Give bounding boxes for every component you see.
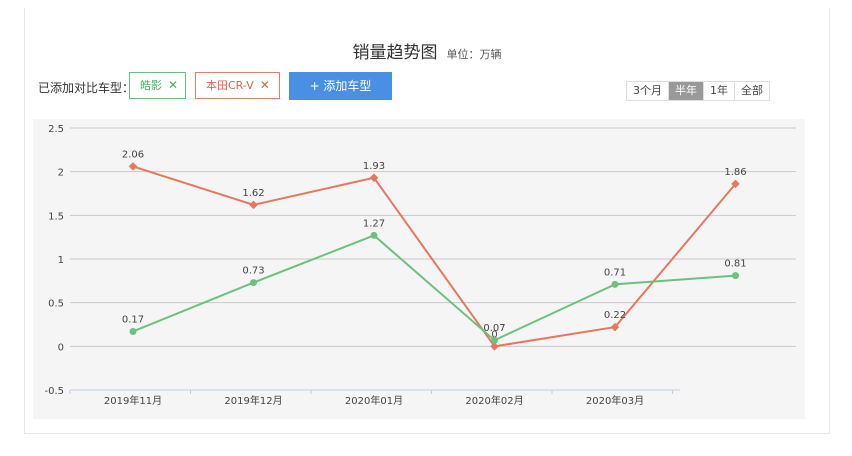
- chart-area: [33, 119, 805, 419]
- chart-unit: 单位：万辆: [446, 48, 502, 61]
- y-tick-label: 2.5: [48, 124, 64, 135]
- data-point: [732, 272, 739, 280]
- data-point: [249, 200, 258, 210]
- close-icon[interactable]: ✕: [168, 78, 179, 92]
- data-label: 0.22: [604, 310, 626, 321]
- x-tick-label: 2019年11月: [104, 394, 162, 407]
- data-point: [370, 231, 378, 239]
- data-point: [490, 342, 499, 351]
- series-line: [132, 165, 737, 348]
- compare-tag-haoying[interactable]: 皓影 ✕: [129, 72, 186, 99]
- y-tick-label: 0: [58, 342, 64, 353]
- data-label: 0: [491, 329, 497, 340]
- data-label: 0.17: [122, 314, 144, 325]
- data-label: 2.06: [122, 149, 144, 160]
- data-point: [610, 322, 620, 332]
- data-point: [491, 336, 498, 344]
- series-line: [132, 234, 736, 342]
- data-label: 1.27: [363, 218, 385, 229]
- compare-label: 已添加对比车型：: [38, 81, 135, 95]
- range-option-3-months[interactable]: 3个月: [633, 84, 662, 97]
- data-label: 0.07: [483, 323, 505, 334]
- data-label: 1.62: [242, 188, 264, 199]
- y-tick-label: 2: [58, 168, 64, 179]
- range-option-half-year[interactable]: 半年: [668, 82, 703, 100]
- x-tick-label: 2020年03月: [586, 394, 644, 407]
- y-tick-label: -0.5: [44, 386, 64, 397]
- data-label: 0.73: [242, 266, 264, 277]
- data-label: 0.71: [604, 267, 626, 278]
- data-point: [369, 173, 379, 183]
- close-icon[interactable]: ✕: [259, 78, 270, 92]
- data-label: 1.86: [724, 167, 746, 178]
- y-tick-label: 1: [58, 255, 64, 266]
- x-tick-label: 2019年12月: [224, 394, 282, 407]
- compare-tag-label: 皓影: [140, 79, 162, 92]
- compare-tag-label: 本田CR-V: [206, 79, 254, 92]
- time-range-selector: 3个月 半年 1年 全部: [626, 81, 770, 101]
- data-point: [250, 279, 257, 287]
- chart-title: 销量趋势图: [352, 43, 438, 63]
- data-label: 0.81: [724, 259, 746, 270]
- range-option-1-year[interactable]: 1年: [703, 82, 734, 100]
- chart-header: 销量趋势图 单位：万辆: [25, 38, 829, 63]
- y-tick-label: 0.5: [48, 299, 64, 310]
- y-tick-label: 1.5: [48, 211, 64, 222]
- add-model-button[interactable]: + 添加车型: [289, 72, 392, 100]
- range-option-all[interactable]: 全部: [734, 82, 769, 100]
- compare-tag-crv[interactable]: 本田CR-V ✕: [195, 72, 280, 99]
- x-tick-label: 2020年02月: [465, 394, 523, 407]
- data-point: [611, 280, 619, 288]
- data-point: [129, 327, 137, 335]
- x-tick-label: 2020年01月: [345, 394, 403, 407]
- data-point: [128, 162, 138, 171]
- data-label: 1.93: [363, 161, 385, 172]
